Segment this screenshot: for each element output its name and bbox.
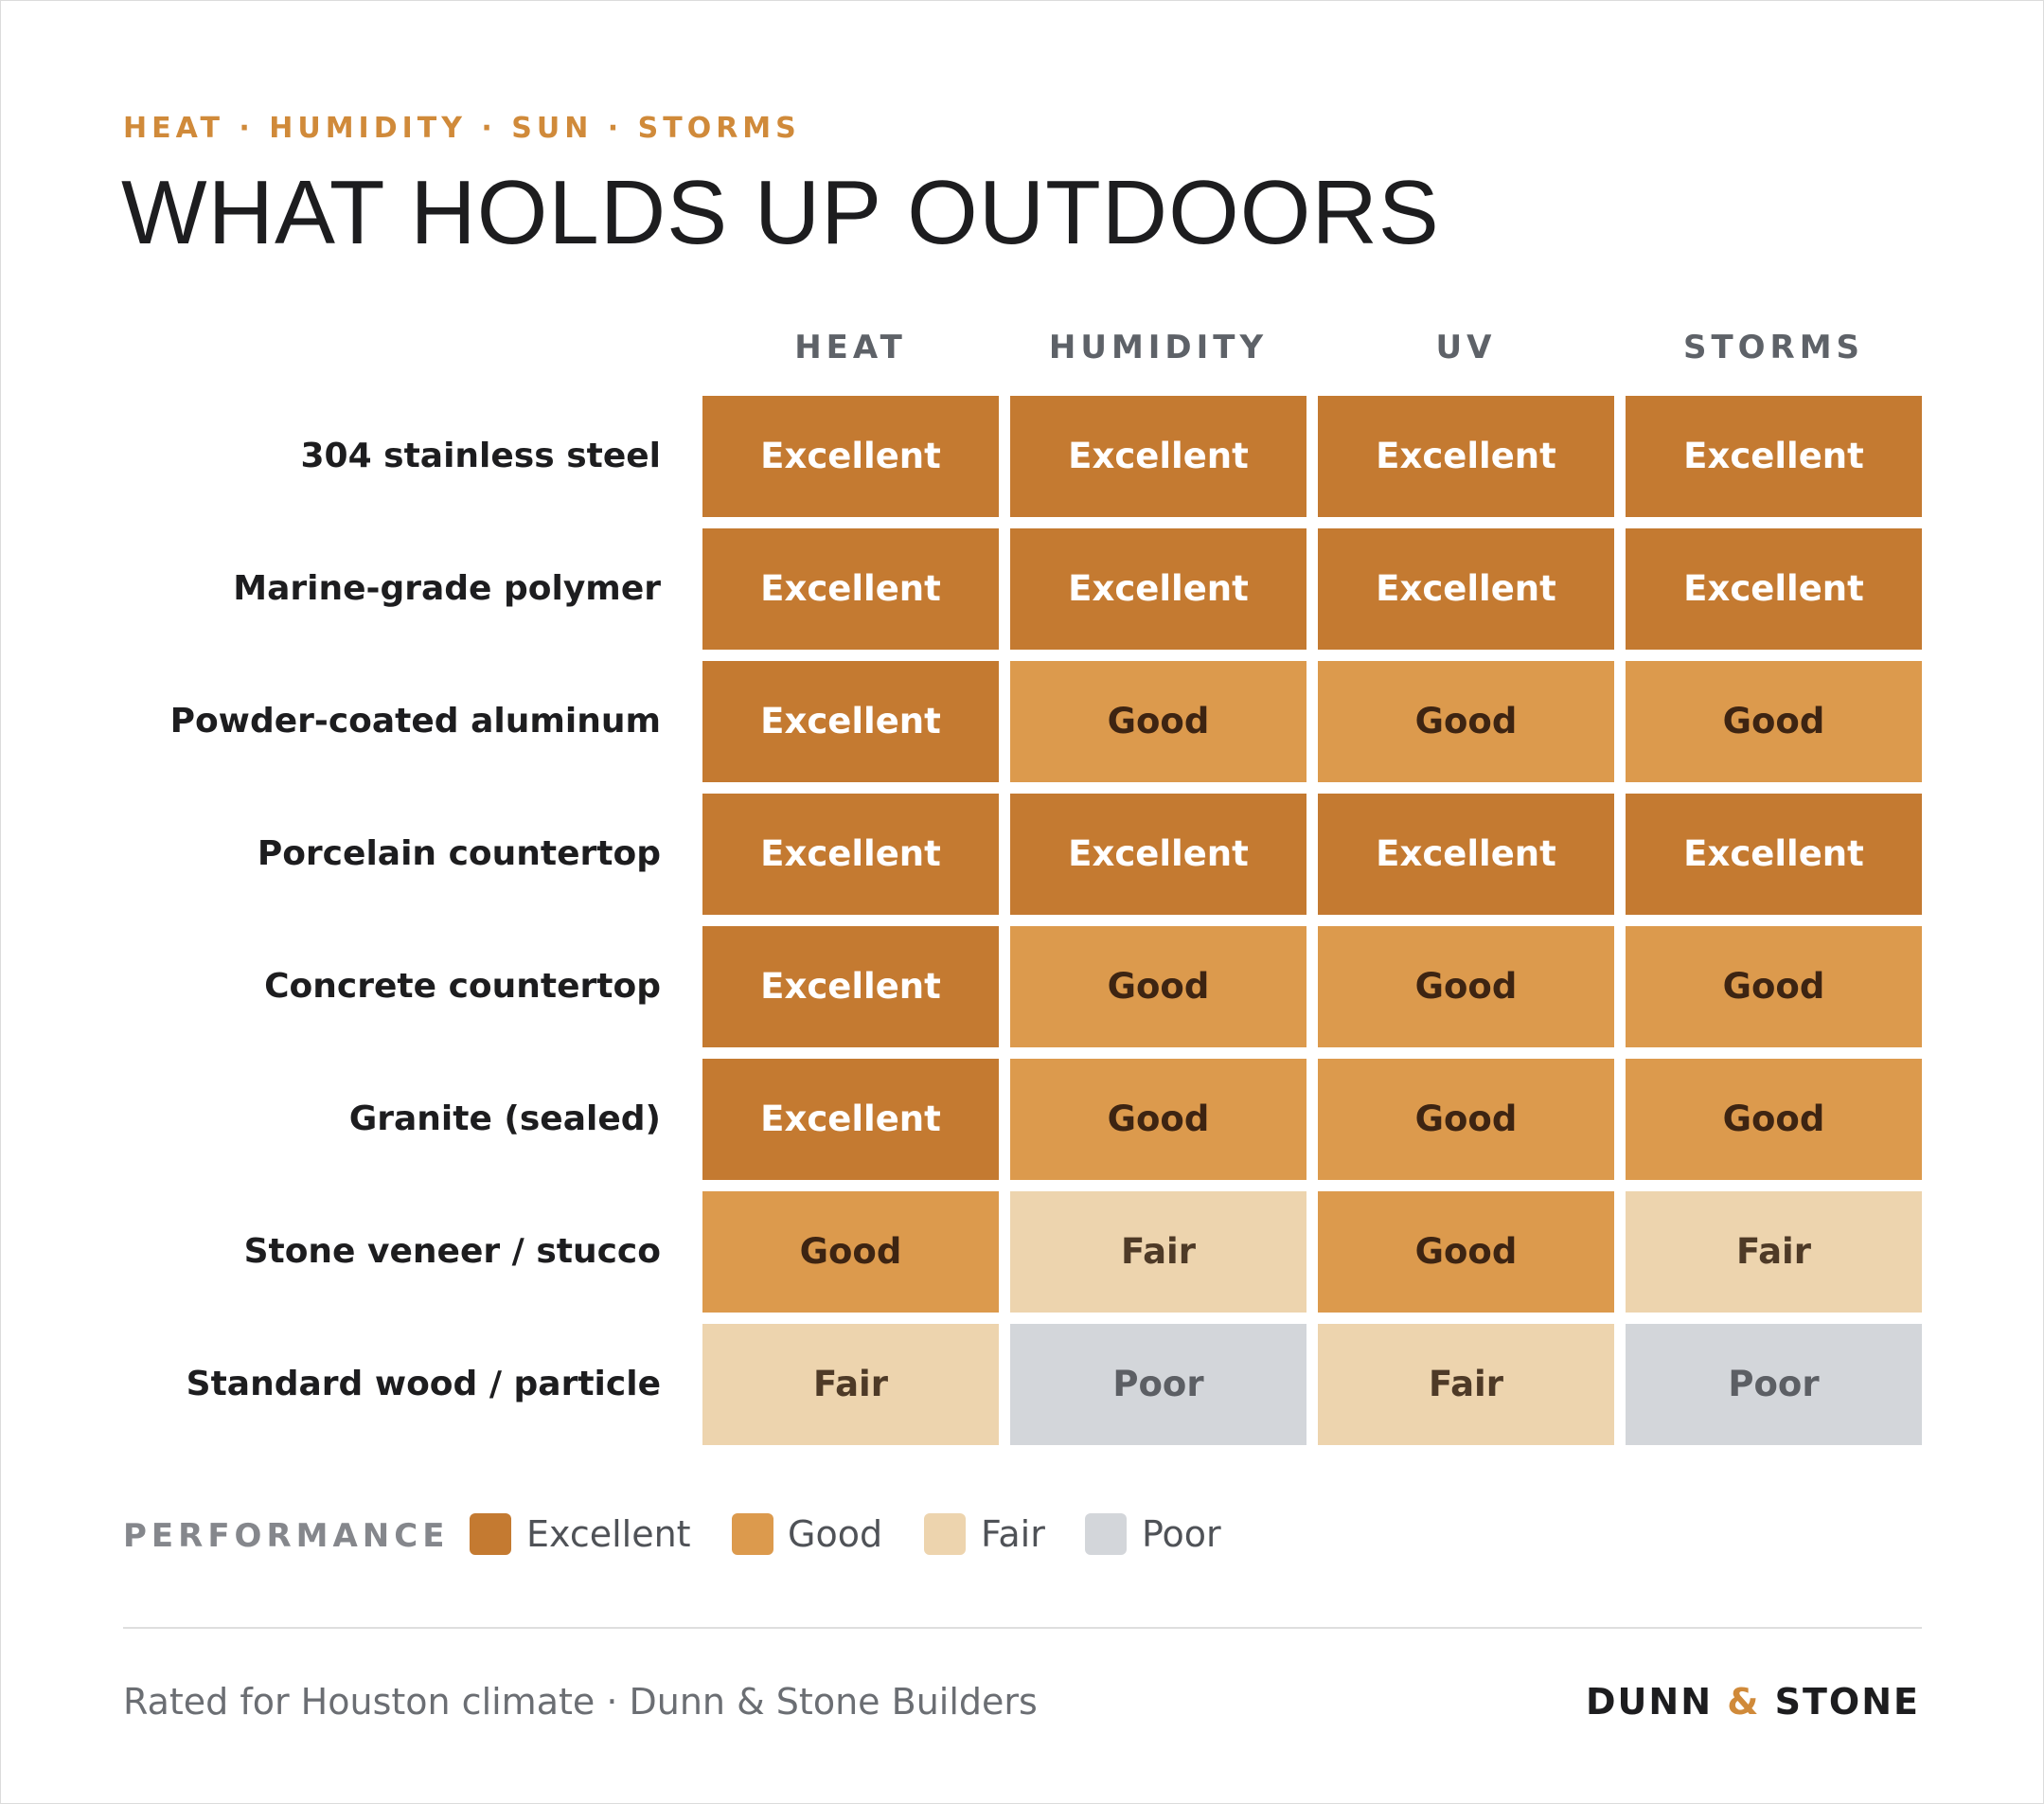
rating-cell: Excellent [702,794,999,915]
legend-label-good: Good [788,1513,883,1555]
rating-cell: Good [1010,926,1306,1047]
rating-cell: Fair [702,1324,999,1445]
rating-cell: Excellent [1318,528,1614,650]
rating-cell: Excellent [1318,794,1614,915]
row-label: Stone veneer / stucco [243,1232,661,1271]
rating-cell: Excellent [1010,528,1306,650]
chart-title: WHAT HOLDS UP OUTDOORS [121,162,1440,263]
row-label: 304 stainless steel [300,437,661,475]
rating-cell: Good [1318,926,1614,1047]
brand-logo: DUNN & STONE [1586,1678,1920,1725]
rating-cell: Good [1010,1059,1306,1180]
rating-cell: Good [1626,661,1922,782]
rating-cell: Fair [1318,1324,1614,1445]
rating-cell: Good [1318,661,1614,782]
rating-cell: Good [1626,926,1922,1047]
rating-cell: Excellent [702,396,999,517]
rating-cell: Excellent [702,528,999,650]
column-header-humidity: HUMIDITY [1048,329,1269,366]
rating-cell: Good [1318,1191,1614,1313]
legend-label-poor: Poor [1142,1513,1221,1555]
legend-swatch-fair [924,1513,966,1555]
legend-swatch-good [732,1513,773,1555]
rating-cell: Good [1318,1059,1614,1180]
footer-divider [123,1627,1922,1629]
rating-cell: Good [1626,1059,1922,1180]
rating-cell: Excellent [702,1059,999,1180]
rating-cell: Good [702,1191,999,1313]
rating-cell: Fair [1010,1191,1306,1313]
rating-cell: Excellent [1318,396,1614,517]
row-label: Concrete countertop [264,967,661,1006]
rating-cell: Excellent [1626,396,1922,517]
row-label: Granite (sealed) [348,1099,661,1138]
brand-word-stone: STONE [1774,1681,1920,1723]
brand-word-dunn: DUNN [1586,1681,1714,1723]
legend-title: PERFORMANCE [123,1517,450,1555]
column-header-heat: HEAT [794,329,907,366]
rating-cell: Excellent [1010,794,1306,915]
rating-cell: Excellent [1010,396,1306,517]
legend-label-excellent: Excellent [526,1513,691,1555]
row-label: Standard wood / particle [186,1365,661,1403]
rating-cell: Excellent [1626,794,1922,915]
rating-cell: Excellent [702,661,999,782]
row-label: Powder-coated aluminum [169,702,661,741]
rating-cell: Poor [1626,1324,1922,1445]
legend-label-fair: Fair [981,1513,1045,1555]
column-header-storms: STORMS [1682,329,1865,366]
legend-swatch-excellent [470,1513,511,1555]
brand-ampersand: & [1727,1681,1761,1723]
rating-cell: Poor [1010,1324,1306,1445]
legend-swatch-poor [1085,1513,1127,1555]
rating-cell: Excellent [702,926,999,1047]
column-header-uv: UV [1435,329,1497,366]
rating-cell: Fair [1626,1191,1922,1313]
eyebrow-text: HEAT · HUMIDITY · SUN · STORMS [123,112,801,145]
rating-cell: Good [1010,661,1306,782]
row-label: Marine-grade polymer [233,569,661,608]
row-label: Porcelain countertop [257,834,661,873]
footer-note: Rated for Houston climate · Dunn & Stone… [123,1681,1038,1723]
rating-cell: Excellent [1626,528,1922,650]
